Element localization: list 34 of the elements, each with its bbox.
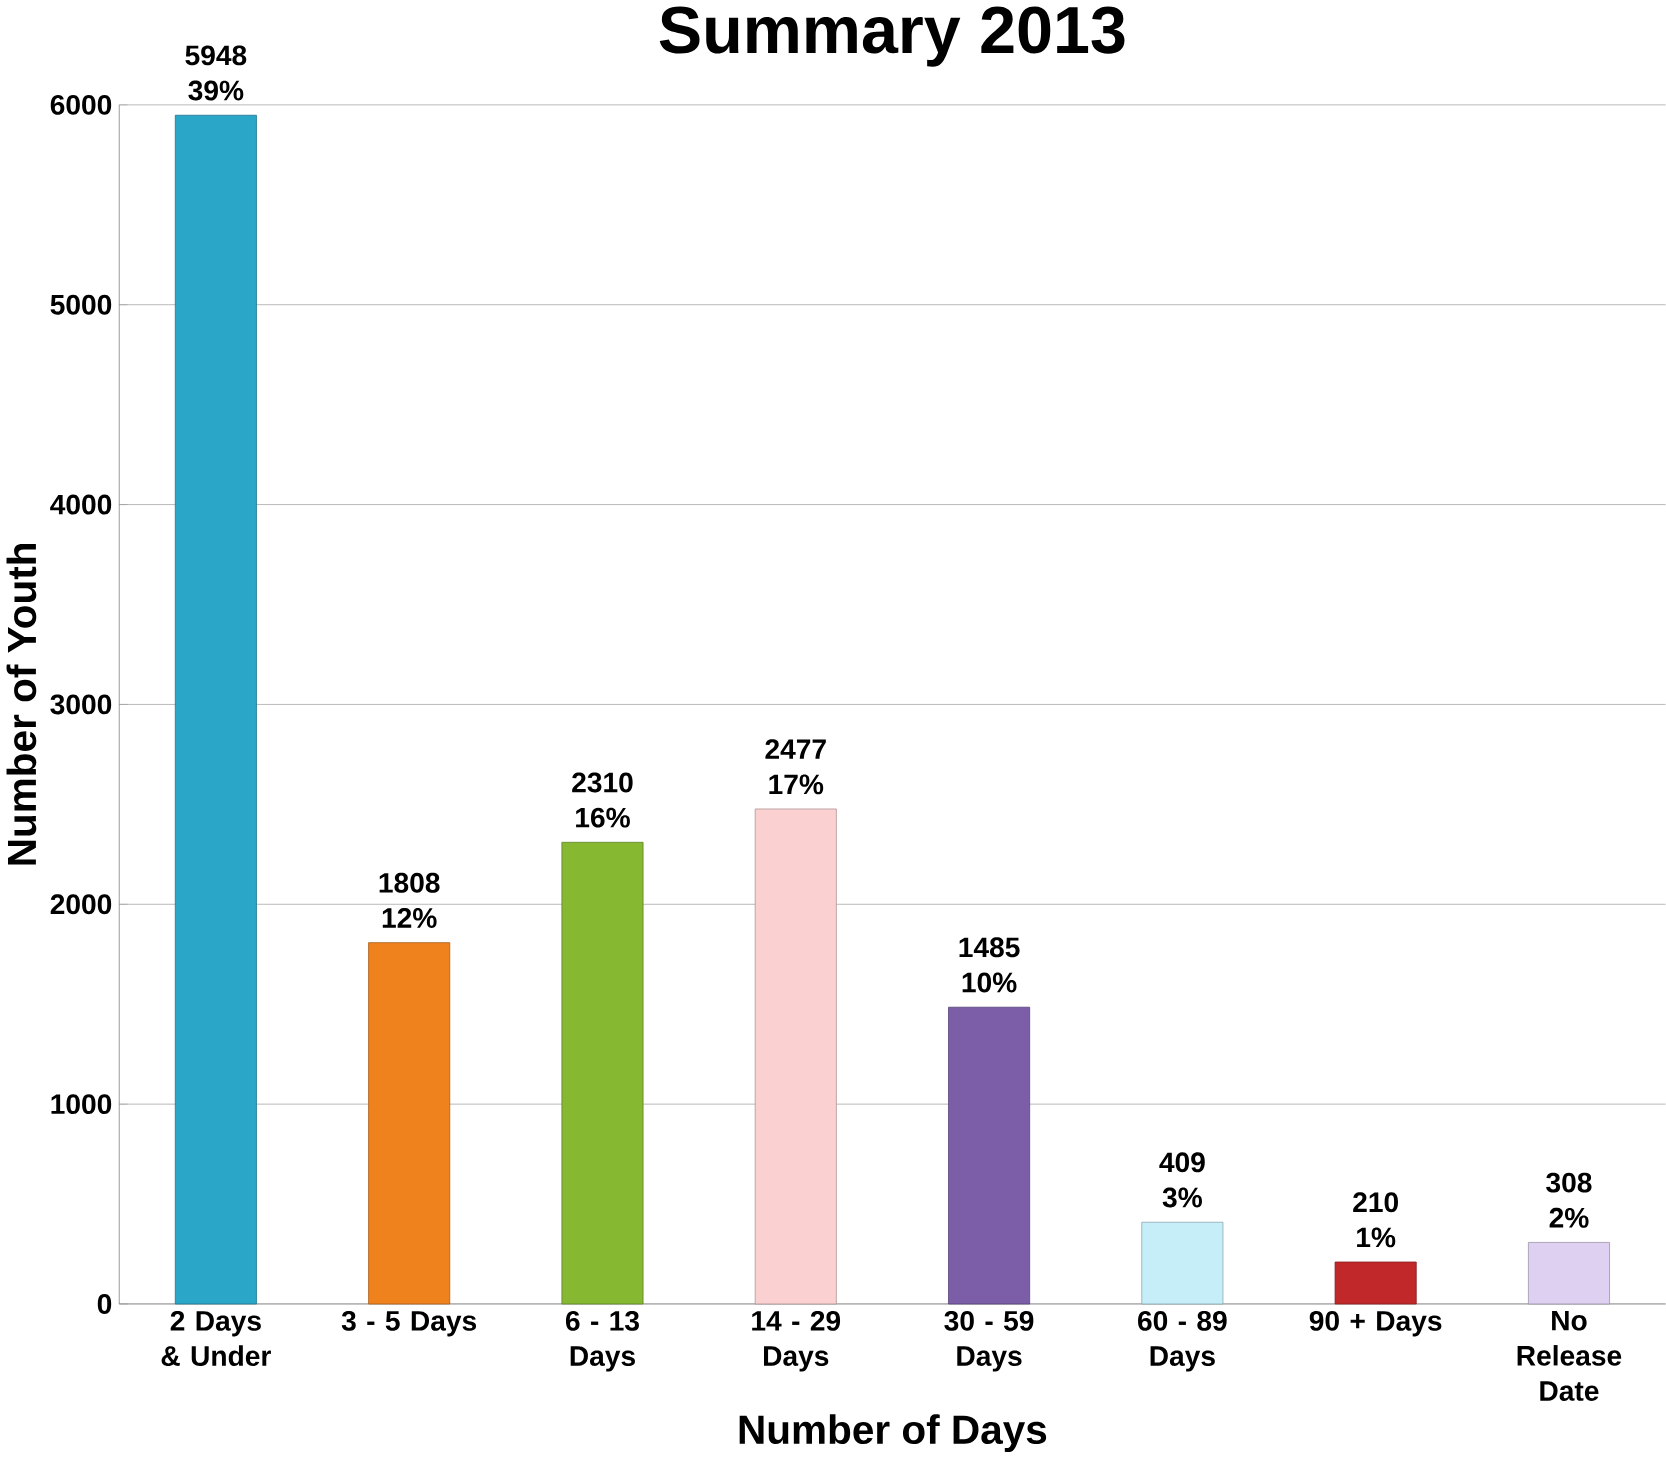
x-tick-label: 30 - 59 Days [944,1311,1034,1372]
x-tick-label: 6 - 13 Days [565,1311,639,1372]
x-tick-label: 2 Days & Under [161,1311,271,1367]
x-tick-label: No Release Date [1517,1311,1622,1402]
y-axis-title: Number of Youth [6,544,37,865]
data-label: 1485 10% [959,937,1020,993]
data-label: 2477 17% [765,739,826,795]
bar [1141,1222,1224,1305]
data-label: 1808 12% [379,873,440,929]
data-label: 409 3% [1159,1152,1205,1208]
data-label: 2310 16% [572,772,633,828]
y-tick-label: 3000 [50,694,112,715]
x-tick-label: 3 - 5 Days [341,1311,477,1337]
bar [1334,1261,1417,1305]
y-tick-label: 0 [97,1294,112,1315]
bar [368,942,451,1305]
y-tick-label: 5000 [50,294,112,315]
bar [561,842,644,1305]
data-label: 308 2% [1546,1172,1592,1228]
data-label: 210 1% [1353,1192,1398,1248]
y-tick-label: 2000 [50,894,112,915]
x-tick-label: 90 + Days [1309,1311,1442,1337]
y-tick-label: 1000 [51,1094,112,1115]
x-tick-label: 14 - 29 Days [752,1311,841,1372]
bar [948,1007,1031,1305]
chart-title: Summary 2013 [659,6,1125,67]
y-tick-label: 6000 [50,95,112,116]
bar [174,115,257,1305]
x-tick-label: 60 - 89 Days [1138,1311,1227,1372]
bar [754,808,837,1305]
y-tick-label: 4000 [50,494,112,515]
data-label: 5948 39% [185,45,247,101]
x-axis-title: Number of Days [739,1414,1047,1453]
bar [1527,1242,1610,1305]
